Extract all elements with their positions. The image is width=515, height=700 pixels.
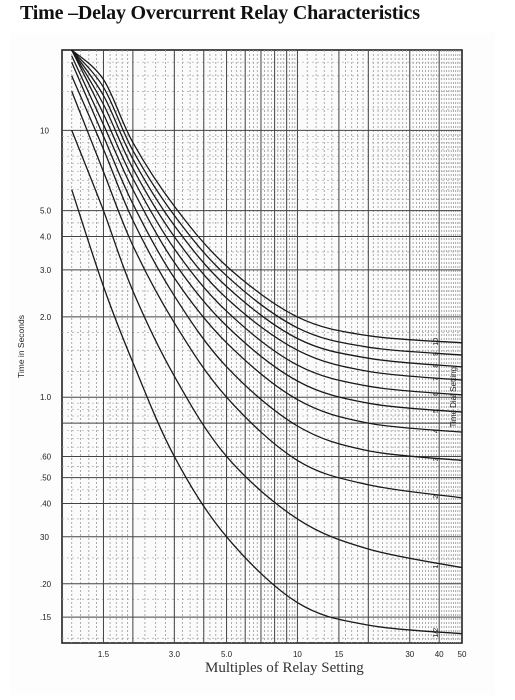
- series-line: [71, 55, 463, 413]
- y-tick-label: 5.0: [40, 207, 52, 216]
- series-label: 1: [433, 565, 440, 569]
- series-line: [71, 61, 463, 433]
- x-tick-label: 3.0: [169, 650, 181, 659]
- series-label: 9: [433, 352, 440, 356]
- chart-svg: 10 5.0 4.0 3.0 2.0 1.0 .60 .50 .40 30 .20 .15 1.5 3.0…: [16, 49, 467, 659]
- series-line: [71, 75, 463, 462]
- y-tick-label: 1.0: [40, 393, 52, 402]
- y-tick-label: 10: [40, 126, 49, 135]
- series-line: [71, 49, 463, 344]
- series-label: 8: [433, 364, 440, 368]
- chart-frame: 10 5.0 4.0 3.0 2.0 1.0 .60 .50 .40 30 .20 .15 1.5 3.0…: [10, 33, 495, 695]
- y-tick-label: 30: [40, 533, 49, 542]
- x-tick-label: 5.0: [221, 650, 233, 659]
- series-line: [71, 91, 463, 499]
- series-line: [71, 49, 463, 396]
- x-tick-label: 50: [458, 650, 467, 659]
- y-tick-label: 3.0: [40, 266, 52, 275]
- series-label: 10: [433, 338, 440, 346]
- series-line: [71, 49, 463, 356]
- x-tick-label: 1.5: [98, 650, 110, 659]
- series-line: [71, 49, 463, 381]
- x-tick-label: 10: [293, 650, 302, 659]
- legend-title: Time Dial Setting: [449, 367, 458, 428]
- y-tick-label: .50: [40, 474, 52, 483]
- series-label: 2: [433, 495, 440, 499]
- y-tick-label: .40: [40, 499, 52, 508]
- series-line: [71, 130, 463, 569]
- y-tick-label: 2.0: [40, 313, 52, 322]
- y-tick-label: .15: [40, 613, 52, 622]
- y-tick-label: 4.0: [40, 233, 52, 242]
- series-line: [71, 49, 463, 368]
- x-tick-label: 40: [435, 650, 444, 659]
- y-axis-label: Time in Seconds: [16, 315, 26, 378]
- series-label: 1/2: [433, 628, 440, 638]
- x-tick-label: 30: [405, 650, 414, 659]
- chart-title: Time –Delay Overcurrent Relay Characteri…: [20, 2, 420, 24]
- series-label: 7: [433, 377, 440, 381]
- series-label: 3: [433, 457, 440, 461]
- series-label: 6: [433, 392, 440, 396]
- y-tick-label: .60: [40, 452, 52, 461]
- x-axis-label: Multiples of Relay Setting: [205, 660, 364, 676]
- series-line: [71, 189, 463, 635]
- x-tick-label: 15: [334, 650, 343, 659]
- series-label: 4: [433, 429, 440, 433]
- series-label: 5: [433, 409, 440, 413]
- y-tick-label: .20: [40, 580, 52, 589]
